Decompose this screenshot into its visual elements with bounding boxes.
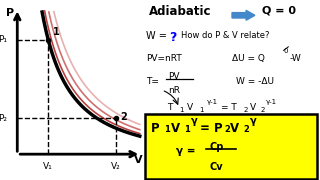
Text: 1: 1 xyxy=(179,107,184,113)
Text: ΔU = Q: ΔU = Q xyxy=(232,54,265,63)
Text: 2: 2 xyxy=(244,125,249,134)
Text: γ: γ xyxy=(191,116,197,126)
Text: W =: W = xyxy=(146,31,170,41)
FancyBboxPatch shape xyxy=(145,114,317,179)
Text: = P: = P xyxy=(200,122,223,134)
Text: γ-1: γ-1 xyxy=(206,99,218,105)
Text: P: P xyxy=(6,8,14,18)
Text: V₂: V₂ xyxy=(111,162,121,171)
Text: Cp: Cp xyxy=(209,142,223,152)
Text: γ =: γ = xyxy=(176,146,195,156)
Text: nR: nR xyxy=(168,86,180,95)
Text: How do P & V relate?: How do P & V relate? xyxy=(181,31,269,40)
Text: V: V xyxy=(230,122,239,134)
Text: 2: 2 xyxy=(244,107,248,113)
Text: 2: 2 xyxy=(224,125,230,134)
Text: P₂: P₂ xyxy=(0,114,7,123)
Text: W = -ΔU: W = -ΔU xyxy=(236,76,274,86)
Text: = T: = T xyxy=(221,103,237,112)
FancyArrow shape xyxy=(232,10,255,20)
Text: 1: 1 xyxy=(185,125,190,134)
Text: Q = 0: Q = 0 xyxy=(262,5,296,15)
Text: 1: 1 xyxy=(164,125,170,134)
Text: γ: γ xyxy=(250,116,256,126)
Text: V: V xyxy=(187,103,193,112)
Text: V: V xyxy=(250,103,256,112)
Text: ?: ? xyxy=(169,31,176,44)
Text: Adiabatic: Adiabatic xyxy=(149,5,212,18)
Text: γ-1: γ-1 xyxy=(266,99,277,105)
Text: T: T xyxy=(167,103,172,112)
Text: Cv: Cv xyxy=(209,162,223,172)
Text: 1: 1 xyxy=(52,27,59,37)
Text: 2: 2 xyxy=(260,107,265,113)
Text: PV=nRT: PV=nRT xyxy=(146,54,181,63)
Text: V: V xyxy=(134,156,143,165)
Text: T=: T= xyxy=(146,76,159,86)
Text: 1: 1 xyxy=(199,107,204,113)
Text: V: V xyxy=(171,122,180,134)
Text: PV: PV xyxy=(168,72,179,81)
Text: -W: -W xyxy=(289,54,301,63)
Text: P: P xyxy=(151,122,160,134)
Text: V₁: V₁ xyxy=(44,162,53,171)
Text: 2: 2 xyxy=(120,112,127,122)
Text: P₁: P₁ xyxy=(0,35,7,44)
Text: 0: 0 xyxy=(284,48,288,54)
